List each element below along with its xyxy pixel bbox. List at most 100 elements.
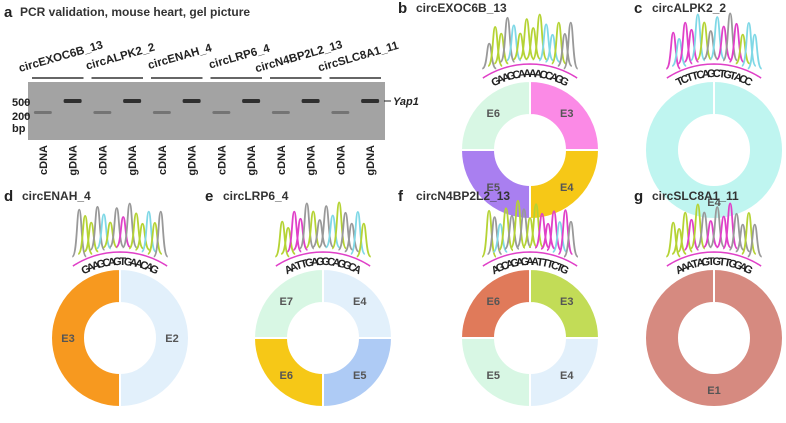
sequence-base: T <box>728 70 738 83</box>
sequence-base: A <box>684 259 695 273</box>
sequence-base: A <box>526 256 534 268</box>
segment-label: E5 <box>486 182 499 194</box>
gel-band <box>33 111 52 114</box>
trace-peak <box>344 222 360 253</box>
trace-peak <box>671 228 687 255</box>
sequence-base: A <box>515 256 525 269</box>
gel-band <box>242 99 261 103</box>
donut-segment <box>119 267 190 409</box>
sequence-arc <box>482 63 578 79</box>
band-label: Yap1 <box>393 96 419 108</box>
trace-peak <box>677 21 694 65</box>
gel-band <box>152 111 171 114</box>
sequence-base: T <box>718 68 726 81</box>
trace-peak <box>280 227 296 255</box>
segment-label: E7 <box>279 296 292 308</box>
trace-peak <box>95 213 112 250</box>
segment-label: E5 <box>353 370 366 382</box>
gel-band <box>182 99 201 103</box>
trace-peak <box>516 208 532 249</box>
trace-peak <box>734 33 751 65</box>
trace-peak <box>312 219 328 248</box>
lane-label: cDNA <box>276 145 288 175</box>
sequence-base: A <box>534 68 543 81</box>
sequence-arc <box>72 251 168 267</box>
sequence-base: A <box>310 256 319 269</box>
trace-peak <box>115 216 132 248</box>
trace-peak <box>703 30 719 60</box>
trace-peak <box>505 24 522 62</box>
panel-title: circALPK2_2 <box>652 1 726 15</box>
sequence-base: G <box>506 69 517 83</box>
sequence-base: T <box>299 258 309 271</box>
sequence-base: T <box>708 256 715 268</box>
trace-peak <box>481 42 497 70</box>
trace-peak <box>83 221 100 253</box>
sequence-base: T <box>536 256 545 269</box>
sequence-base: A <box>332 257 342 270</box>
trace-peak <box>665 31 682 70</box>
sequence-base: G <box>520 256 529 269</box>
sequence-base: A <box>500 71 511 85</box>
gel-band <box>93 111 112 114</box>
trace-peak <box>71 208 88 258</box>
sequence-base: A <box>737 261 749 275</box>
sequence-base: A <box>732 71 743 85</box>
trace-peak <box>689 13 706 62</box>
sequence-base: G <box>701 256 711 269</box>
sequence-base: C <box>102 257 112 270</box>
trace-peak <box>274 220 291 258</box>
trace-peak <box>557 209 574 256</box>
panel-title: circLRP6_4 <box>223 189 289 203</box>
trace-peak <box>540 222 556 250</box>
donut-segment <box>50 267 121 409</box>
segment-label: E4 <box>707 197 721 209</box>
segment-label: E3 <box>560 296 573 308</box>
sequence-base: G <box>727 257 738 271</box>
sequence-base: G <box>722 69 733 82</box>
segment-label: E1 <box>707 385 720 397</box>
trace-peak <box>324 214 341 249</box>
panel-title: circN4BP2L2_13 <box>416 189 510 203</box>
sequence-base: G <box>96 257 107 271</box>
trace-peak <box>740 212 757 255</box>
trace-peak <box>671 38 687 67</box>
gene-label: circENAH_4 <box>147 42 214 72</box>
panel-label: d <box>4 188 13 205</box>
trace-peak <box>498 207 514 252</box>
trace-peak <box>481 209 497 258</box>
trace-peak <box>89 205 106 251</box>
segment-label: E4 <box>560 370 574 382</box>
lane-label: cDNA <box>216 145 228 175</box>
trace-peak <box>528 203 544 249</box>
sequence-base: A <box>548 71 559 85</box>
trace-peak <box>292 217 309 251</box>
segment-label: E6 <box>486 296 499 308</box>
gel-band <box>123 99 142 103</box>
sequence-base: C <box>346 261 358 275</box>
segment-label: E4 <box>560 182 574 194</box>
sequence-base: G <box>123 256 133 269</box>
trace-peak <box>152 210 169 258</box>
sequence-base: C <box>327 256 336 269</box>
trace-peak <box>102 221 118 249</box>
lane-label: cDNA <box>97 145 109 175</box>
donut-segment <box>644 79 784 221</box>
sequence-arc <box>275 251 371 267</box>
sequence-base: C <box>549 259 560 273</box>
segment-label: E3 <box>61 333 74 345</box>
trace-peak <box>546 210 562 252</box>
trace-peak <box>703 220 719 248</box>
sequence-base: C <box>543 70 554 84</box>
segment-label: E4 <box>353 296 367 308</box>
sequence-base: A <box>288 261 300 275</box>
sequence-base: C <box>737 73 749 87</box>
sequence-base: G <box>510 257 521 270</box>
gel-band <box>63 99 82 103</box>
segment-label: E5 <box>486 370 499 382</box>
lane-label: gDNA <box>246 145 258 176</box>
segment-label: E6 <box>486 108 499 120</box>
sequence-base: T <box>685 71 695 85</box>
trace-peak <box>298 202 315 250</box>
